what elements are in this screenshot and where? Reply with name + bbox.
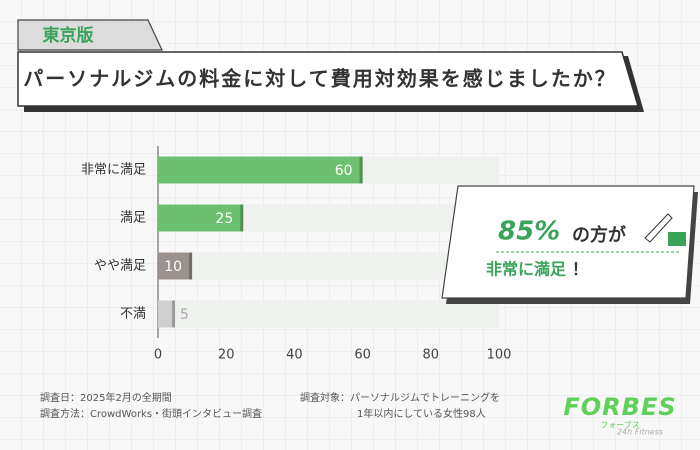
x-tick-label: 100 <box>487 348 512 363</box>
y-tick-label: 非常に満足 <box>81 163 146 178</box>
bar-edge <box>172 300 176 328</box>
x-tick-label: 80 <box>423 348 440 363</box>
callout-line2-mark: ！ <box>572 260 588 279</box>
logo-sub: 24h Fitness <box>617 428 663 437</box>
x-tick-label: 0 <box>154 348 162 363</box>
title-box <box>17 51 640 107</box>
value-label: 25 <box>215 211 233 227</box>
x-tick-label: 40 <box>286 348 303 363</box>
value-label: 60 <box>335 163 353 179</box>
x-tick-label: 20 <box>218 348 235 363</box>
logo-kana: フォーブス <box>600 420 640 430</box>
footnote: 調査方法：CrowdWorks・街頭インタビュー調査 <box>40 407 262 420</box>
pencil-icon <box>644 213 673 243</box>
bar <box>158 252 193 280</box>
tag-box <box>17 19 163 51</box>
y-tick-label: 不満 <box>120 307 146 322</box>
hand-icon <box>668 232 686 246</box>
y-tick-label: やや満足 <box>94 259 146 274</box>
footnote: 調査日：2025年2月の全期間 <box>40 391 172 404</box>
value-label: 5 <box>180 307 189 323</box>
bar-track <box>158 252 499 280</box>
callout-highlight: 85% <box>498 217 560 247</box>
bar-edge <box>240 204 244 232</box>
bar-edge <box>359 156 363 184</box>
plot: 0 20 40 60 80 100 非常に満足 60 満足 25 やや満足 10 不満 5 <box>81 146 511 363</box>
bar <box>158 204 244 232</box>
bar <box>158 300 176 328</box>
callout-box <box>441 185 695 299</box>
tag: 東京版 <box>43 25 94 46</box>
callout-line2: 非常に満足 <box>486 260 567 279</box>
value-label: 10 <box>164 259 182 275</box>
bar <box>158 156 363 184</box>
callout-suffix: の方が <box>572 224 626 246</box>
logo-name: FORBES <box>563 393 676 421</box>
x-tick-label: 60 <box>354 348 371 363</box>
chart-title: パーソナルジムの料金に対して費用対効果を感じましたか？ <box>23 67 616 91</box>
bar-track <box>158 300 499 328</box>
footnote: 1年以内にしている女性98人 <box>357 407 486 420</box>
footnote: 調査対象：パーソナルジムでトレーニングを <box>300 391 500 404</box>
y-tick-label: 満足 <box>120 211 146 226</box>
bar-edge <box>189 252 193 280</box>
